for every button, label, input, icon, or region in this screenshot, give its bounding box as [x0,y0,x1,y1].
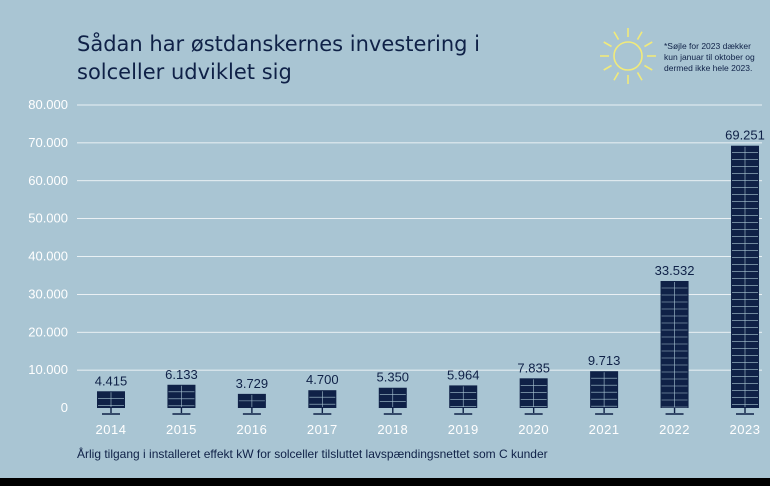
x-tick-label: 2018 [377,422,408,437]
chart-caption: Årlig tilgang i installeret effekt kW fo… [77,447,548,461]
y-tick-label: 60.000 [28,173,68,188]
y-tick-label: 80.000 [28,97,68,112]
data-label: 69.251 [725,128,765,143]
data-label: 7.835 [517,360,550,375]
data-label: 4.415 [95,373,128,388]
sun-icon [600,28,656,84]
y-tick-label: 10.000 [28,362,68,377]
x-tick-label: 2020 [518,422,549,437]
data-label: 5.964 [447,367,480,382]
x-tick-label: 2021 [589,422,620,437]
x-tick-label: 2023 [730,422,761,437]
x-tick-label: 2015 [166,422,197,437]
x-tick-label: 2016 [236,422,267,437]
y-tick-label: 70.000 [28,135,68,150]
data-label: 33.532 [655,263,695,278]
y-tick-label: 40.000 [28,249,68,264]
y-tick-label: 20.000 [28,324,68,339]
data-label: 5.350 [377,370,410,385]
y-tick-label: 0 [61,400,68,415]
x-tick-label: 2014 [96,422,127,437]
y-tick-label: 30.000 [28,286,68,301]
y-tick-label: 50.000 [28,211,68,226]
x-tick-label: 2019 [448,422,479,437]
data-label: 9.713 [588,353,621,368]
x-tick-label: 2017 [307,422,338,437]
data-label: 6.133 [165,367,198,382]
data-label: 4.700 [306,372,339,387]
chart-footnote: *Søjle for 2023 dækker kun januar til ok… [664,41,755,73]
data-label: 3.729 [236,376,269,391]
x-tick-label: 2022 [659,422,690,437]
chart-title: Sådan har østdanskernes investering i so… [77,32,480,84]
